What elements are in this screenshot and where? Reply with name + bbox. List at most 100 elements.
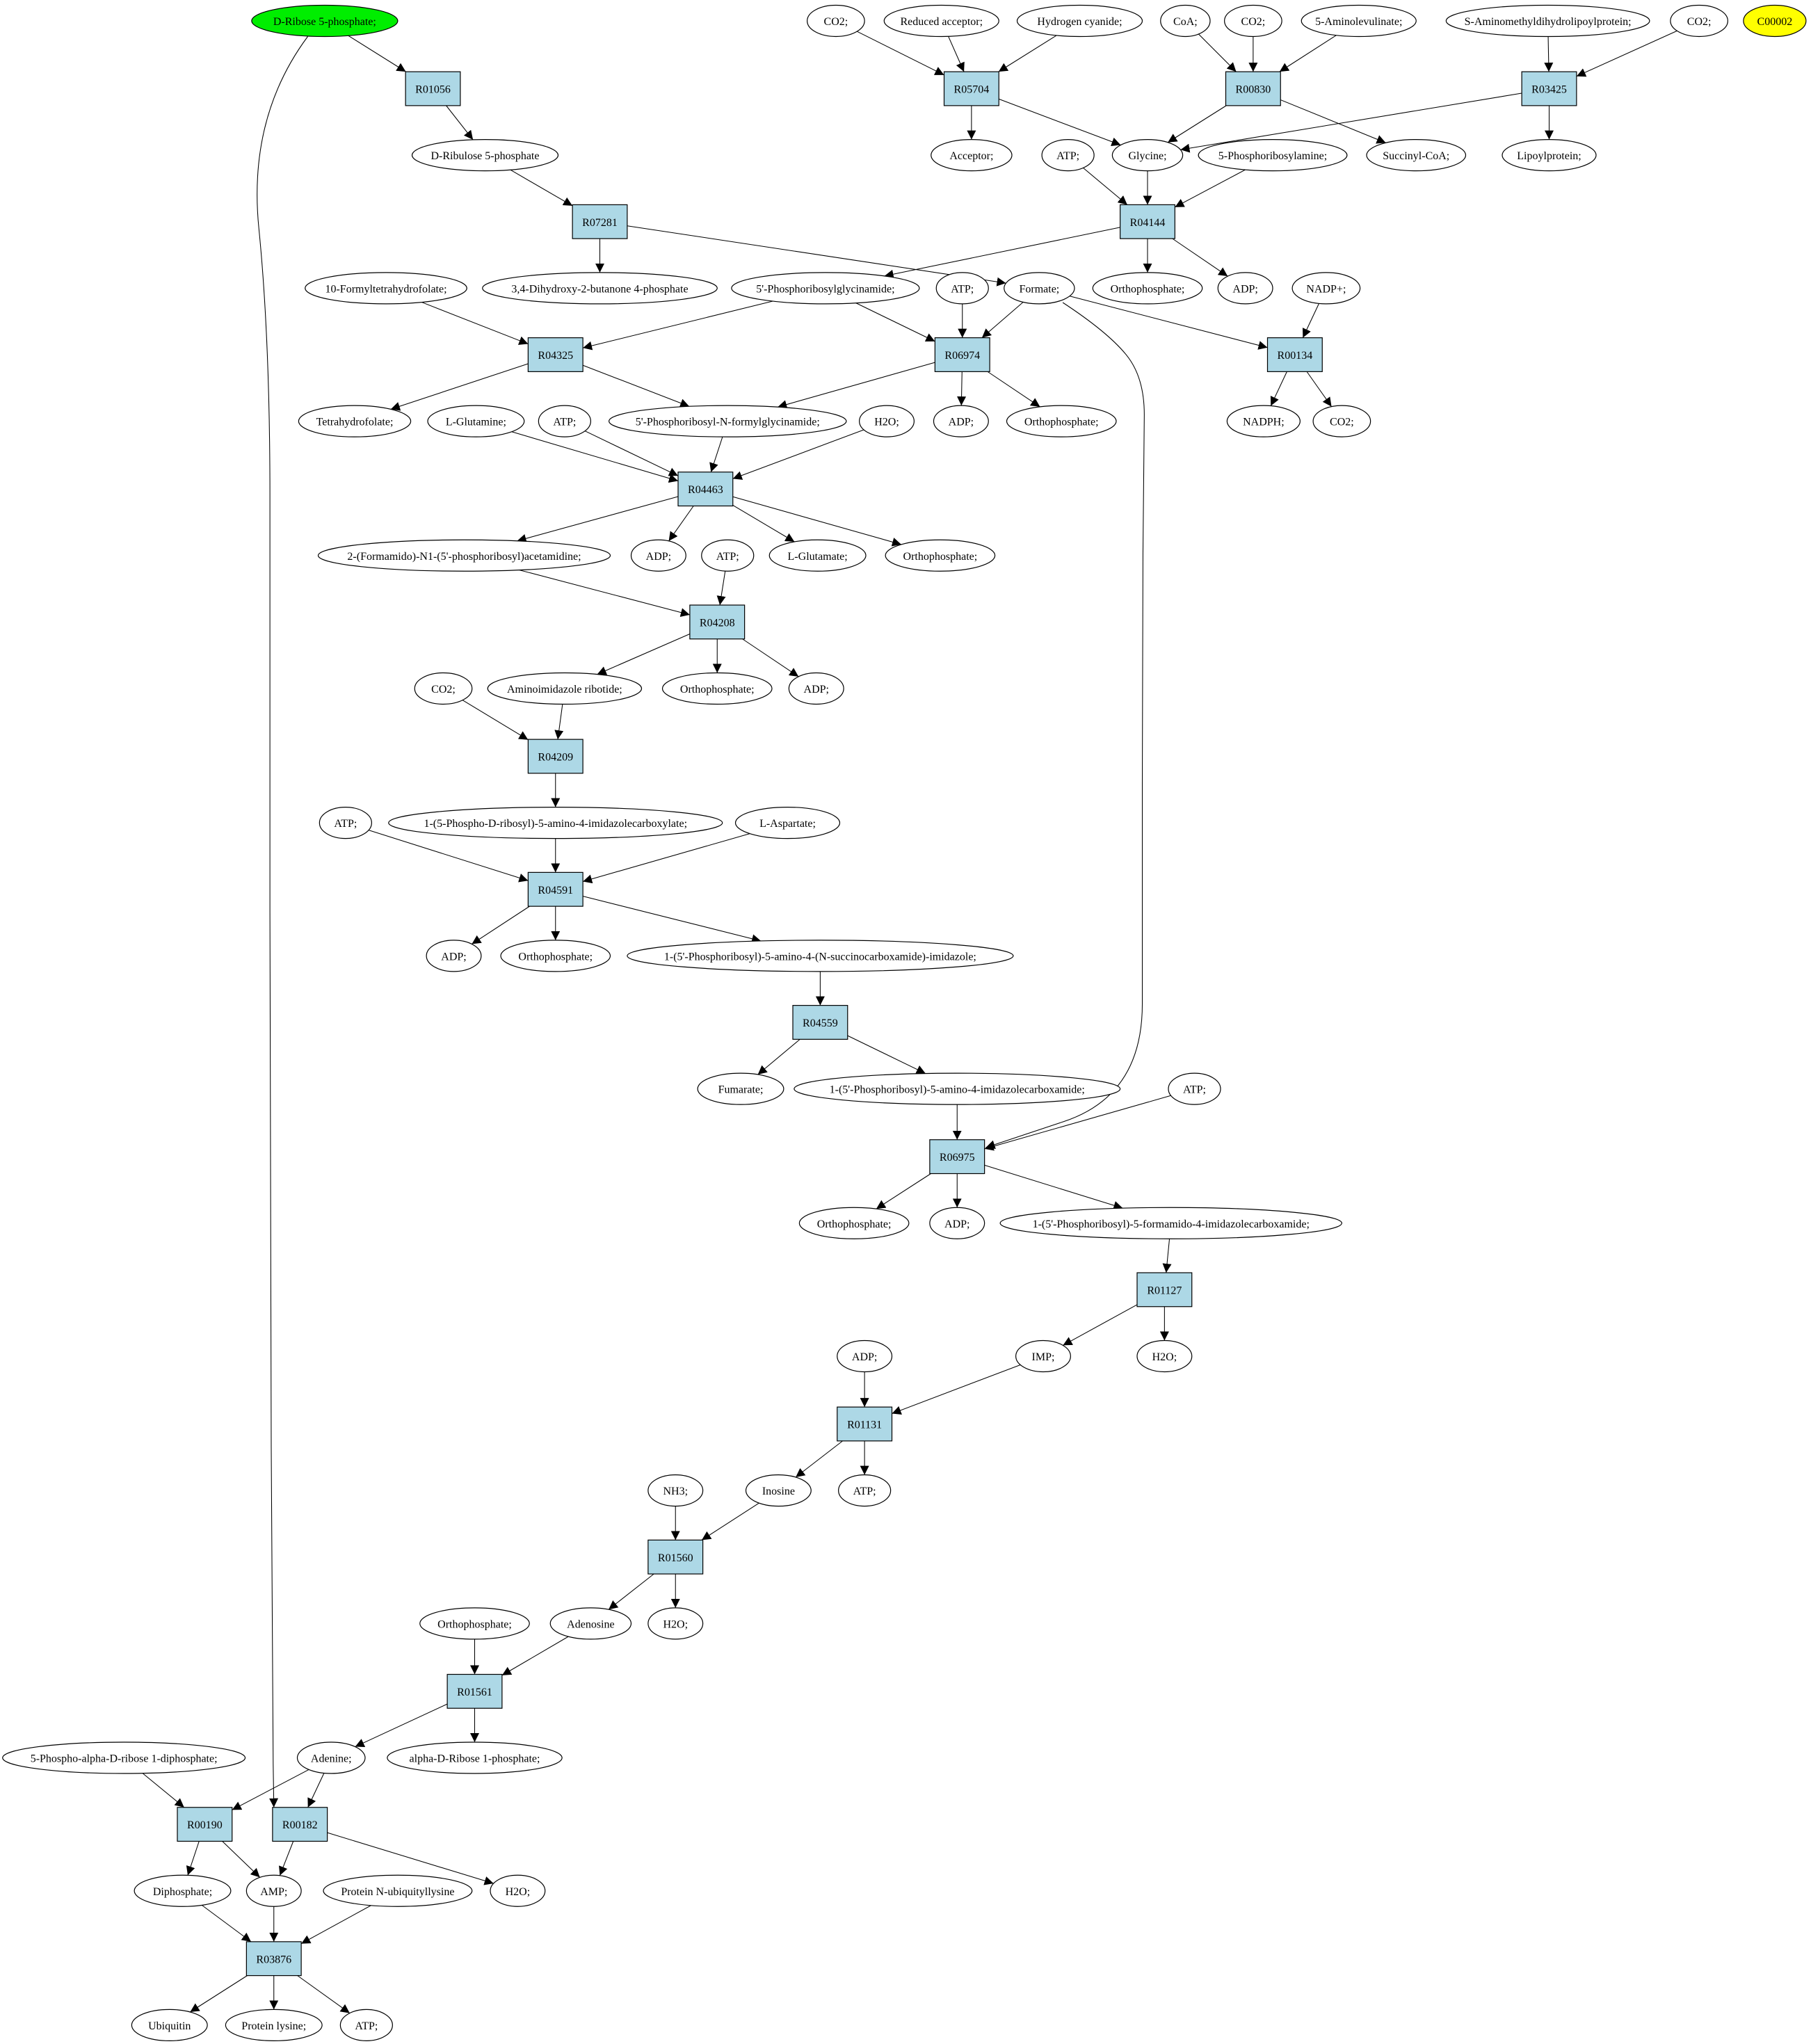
compound-node[interactable]: Orthophosphate; xyxy=(885,539,996,572)
compound-node[interactable]: IMP; xyxy=(1015,1339,1071,1373)
compound-node[interactable]: ADP; xyxy=(933,405,989,437)
compound-node[interactable]: ADP; xyxy=(630,539,686,572)
compound-node[interactable]: 5-Phospho-alpha-D-ribose 1-diphosphate; xyxy=(2,1741,246,1774)
compound-node[interactable]: Adenosine xyxy=(549,1607,632,1640)
compound-node[interactable]: CO2; xyxy=(1670,4,1728,38)
compound-node[interactable]: CO2; xyxy=(1224,4,1282,38)
reaction-node[interactable]: R01561 xyxy=(446,1673,503,1709)
compound-node[interactable]: NADPH; xyxy=(1226,405,1301,437)
compound-node[interactable]: ATP; xyxy=(319,807,372,839)
reaction-node[interactable]: R04463 xyxy=(677,472,734,507)
compound-node[interactable]: D-Ribose 5-phosphate; xyxy=(251,4,399,38)
compound-node[interactable]: Inosine xyxy=(745,1474,812,1507)
compound-node[interactable]: 5-Phosphoribosylamine; xyxy=(1198,139,1348,172)
compound-node[interactable]: 1-(5'-Phosphoribosyl)-5-amino-4-imidazol… xyxy=(794,1072,1121,1105)
compound-node[interactable]: Protein N-ubiquityllysine xyxy=(323,1874,473,1907)
reaction-node[interactable]: R01131 xyxy=(837,1406,893,1442)
compound-node[interactable]: H2O; xyxy=(647,1607,704,1640)
compound-node[interactable]: NADP+; xyxy=(1291,272,1361,305)
reaction-node[interactable]: R03425 xyxy=(1521,71,1577,106)
reaction-node[interactable]: R06974 xyxy=(934,337,990,372)
compound-node[interactable]: Fumarate; xyxy=(697,1072,784,1105)
compound-node[interactable]: Orthophosphate; xyxy=(798,1207,910,1239)
compound-node[interactable]: Protein lysine; xyxy=(225,2009,323,2041)
reaction-node[interactable]: R01056 xyxy=(405,71,461,106)
reaction-node[interactable]: R06975 xyxy=(929,1139,985,1175)
compound-node[interactable]: NH3; xyxy=(647,1474,704,1507)
compound-node[interactable]: C00002 xyxy=(1743,4,1807,38)
compound-node[interactable]: Tetrahydrofolate; xyxy=(298,405,412,437)
compound-node[interactable]: L-Aspartate; xyxy=(734,807,841,839)
compound-shape xyxy=(1198,139,1348,172)
reaction-node[interactable]: R01127 xyxy=(1136,1272,1193,1307)
compound-node[interactable]: CO2; xyxy=(807,4,865,38)
compound-node[interactable]: Aminoimidazole ribotide; xyxy=(487,672,643,705)
compound-node[interactable]: ATP; xyxy=(1168,1072,1221,1105)
compound-node[interactable]: 1-(5'-Phosphoribosyl)-5-formamido-4-imid… xyxy=(999,1207,1342,1239)
compound-node[interactable]: Glycine; xyxy=(1111,139,1184,172)
reaction-node[interactable]: R00134 xyxy=(1266,337,1323,372)
reaction-node[interactable]: R04144 xyxy=(1120,204,1175,239)
compound-node[interactable]: Orthophosphate; xyxy=(1092,272,1203,305)
reaction-node[interactable]: R04208 xyxy=(689,604,746,640)
compound-node[interactable]: 5-Aminolevulinate; xyxy=(1301,4,1417,38)
compound-node[interactable]: H2O; xyxy=(490,1874,546,1907)
compound-node[interactable]: CO2; xyxy=(1312,405,1371,437)
reaction-node[interactable]: R01560 xyxy=(647,1539,704,1575)
compound-node[interactable]: 2-(Formamido)-N1-(5'-phosphoribosyl)acet… xyxy=(317,539,611,572)
compound-node[interactable]: Hydrogen cyanide; xyxy=(1016,4,1143,38)
reaction-node[interactable]: R03876 xyxy=(246,1941,302,1977)
compound-node[interactable]: D-Ribulose 5-phosphate xyxy=(411,139,559,172)
compound-node[interactable]: Acceptor; xyxy=(931,139,1013,172)
compound-node[interactable]: 10-Formyltetrahydrofolate; xyxy=(305,272,467,305)
compound-node[interactable]: 1-(5-Phospho-D-ribosyl)-5-amino-4-imidaz… xyxy=(388,807,723,839)
edge-r_R01056-to-c_ribulose5p xyxy=(446,105,474,140)
compound-node[interactable]: L-Glutamine; xyxy=(427,405,525,437)
compound-node[interactable]: L-Glutamate; xyxy=(768,539,867,572)
compound-node[interactable]: ATP; xyxy=(1041,139,1095,172)
compound-node[interactable]: ADP; xyxy=(426,940,482,972)
compound-node[interactable]: CoA; xyxy=(1160,4,1211,38)
compound-node[interactable]: Ubiquitin xyxy=(131,2009,208,2041)
reaction-node[interactable]: R00182 xyxy=(272,1807,328,1842)
reaction-node[interactable]: R04325 xyxy=(527,337,583,372)
compound-node[interactable]: AMP; xyxy=(246,1874,302,1907)
compound-node[interactable]: Reduced acceptor; xyxy=(883,4,999,38)
compound-node[interactable]: ATP; xyxy=(701,539,755,572)
reaction-node[interactable]: R07281 xyxy=(572,204,628,239)
compound-node[interactable]: alpha-D-Ribose 1-phosphate; xyxy=(387,1741,563,1774)
compound-node[interactable]: CO2; xyxy=(414,672,473,705)
compound-node[interactable]: ATP; xyxy=(935,272,989,305)
compound-node[interactable]: ADP; xyxy=(1217,272,1273,305)
reaction-node[interactable]: R05704 xyxy=(943,71,999,106)
compound-node[interactable]: Orthophosphate; xyxy=(661,672,773,705)
compound-label: CO2; xyxy=(1687,16,1712,28)
compound-node[interactable]: Orthophosphate; xyxy=(500,940,611,972)
compound-node[interactable]: H2O; xyxy=(859,405,915,437)
compound-node[interactable]: ADP; xyxy=(929,1207,985,1239)
compound-node[interactable]: ADP; xyxy=(788,672,844,705)
compound-node[interactable]: ATP; xyxy=(838,1474,892,1507)
compound-node[interactable]: S-Aminomethyldihydrolipoylprotein; xyxy=(1445,4,1650,38)
compound-node[interactable]: 1-(5'-Phosphoribosyl)-5-amino-4-(N-succi… xyxy=(627,940,1014,972)
reaction-node[interactable]: R04591 xyxy=(527,871,583,907)
compound-node[interactable]: 5'-Phosphoribosylglycinamide; xyxy=(731,272,920,305)
compound-node[interactable]: ATP; xyxy=(538,405,591,437)
compound-node[interactable]: 3,4-Dihydroxy-2-butanone 4-phosphate xyxy=(482,272,718,305)
compound-node[interactable]: Adenine; xyxy=(296,1741,366,1774)
compound-shape xyxy=(1004,272,1075,305)
reaction-node[interactable]: R00190 xyxy=(177,1807,233,1842)
reaction-node[interactable]: R00830 xyxy=(1225,71,1281,106)
compound-node[interactable]: Formate; xyxy=(1004,272,1075,305)
compound-node[interactable]: Succinyl-CoA; xyxy=(1366,139,1467,172)
compound-node[interactable]: ADP; xyxy=(837,1339,893,1373)
reaction-node[interactable]: R04559 xyxy=(792,1005,848,1040)
compound-node[interactable]: Orthophosphate; xyxy=(1006,405,1117,437)
compound-node[interactable]: ATP; xyxy=(339,2009,393,2041)
reaction-node[interactable]: R04209 xyxy=(527,739,583,774)
compound-node[interactable]: Lipoylprotein; xyxy=(1502,139,1597,172)
compound-node[interactable]: Orthophosphate; xyxy=(419,1607,530,1640)
compound-node[interactable]: 5'-Phosphoribosyl-N-formylglycinamide; xyxy=(609,405,847,437)
compound-node[interactable]: Diphosphate; xyxy=(134,1874,232,1907)
compound-node[interactable]: H2O; xyxy=(1136,1339,1193,1373)
